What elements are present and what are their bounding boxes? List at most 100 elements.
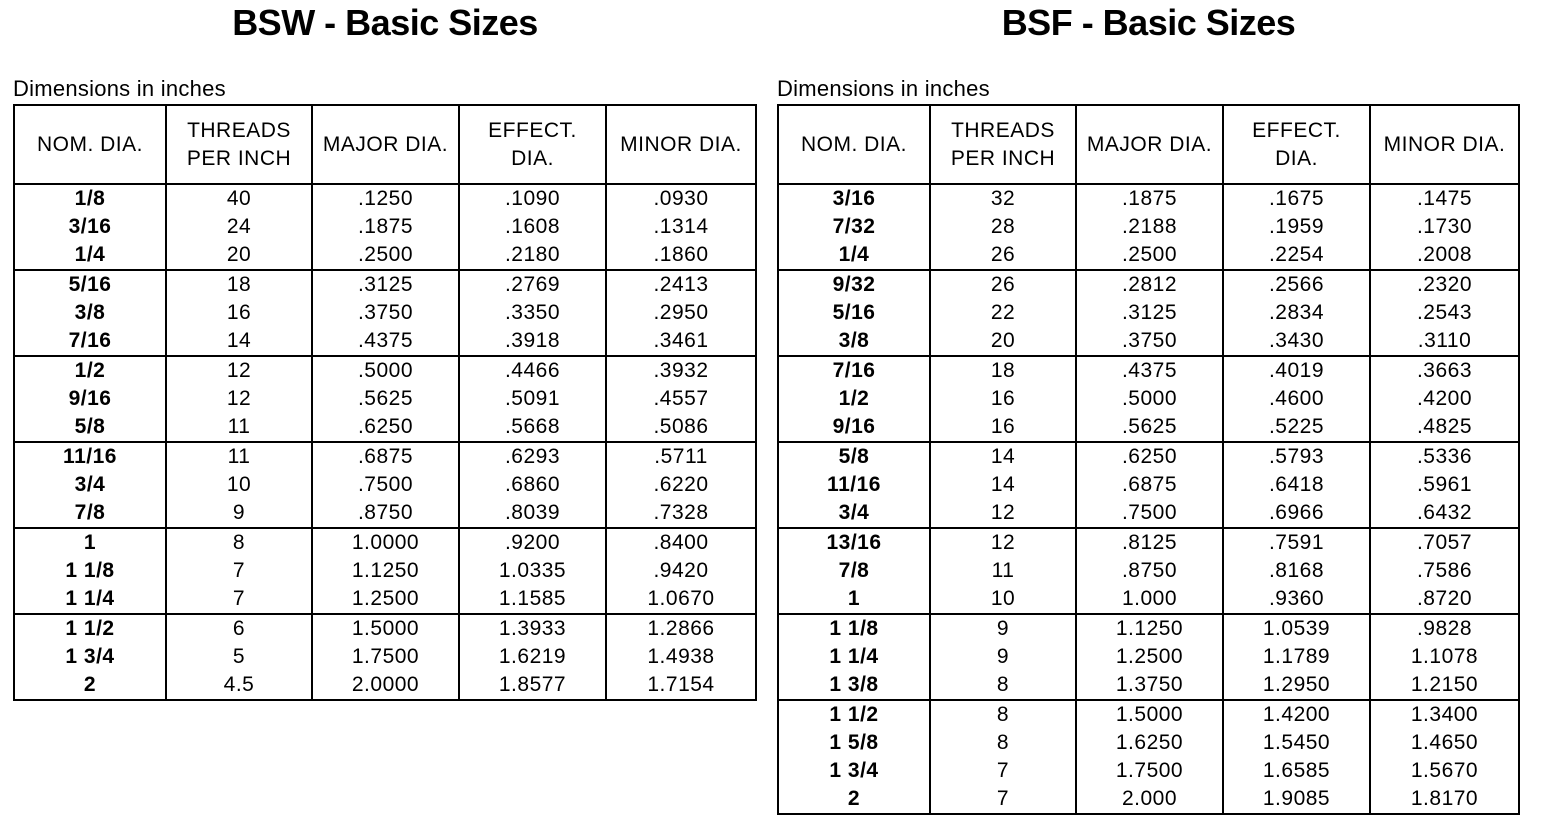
value-cell: 8 [165, 528, 312, 557]
value-cell: 1.4938 [605, 643, 756, 671]
value-cell: 1.5450 [1222, 729, 1370, 757]
value-cell: 12 [929, 499, 1076, 528]
nom-dia-cell: 1 1/8 [829, 617, 879, 640]
nom-dia-cell: 1 3/4 [829, 759, 879, 782]
value-cell: .6875 [1075, 471, 1223, 499]
value-cell: .8125 [1075, 528, 1223, 557]
value-cell: .1875 [1075, 184, 1223, 213]
value-cell: .8039 [458, 499, 606, 528]
value-cell: 7 [165, 557, 312, 585]
value-cell: 1.1789 [1222, 643, 1370, 671]
column-header: MINOR DIA. [1369, 105, 1519, 184]
value-cell: .5000 [311, 356, 459, 385]
table-row: 3/8 16.3750.3350.2950 [14, 299, 756, 327]
nom-dia-cell: 1 3/4 [65, 645, 115, 668]
nom-dia-cell: 3/8 [838, 329, 870, 352]
nom-dia-cell: 9/16 [68, 387, 112, 410]
value-cell: 1.4200 [1222, 700, 1370, 729]
value-cell: 12 [165, 385, 312, 413]
value-cell: 14 [165, 327, 312, 356]
nom-dia-cell: 1 1/4 [65, 587, 115, 610]
value-cell: .2008 [1369, 241, 1519, 270]
table-row: 1 3/4 5 1.7500 1.6219 1.4938 [14, 643, 756, 671]
value-cell: 1.8170 [1369, 785, 1519, 814]
table-row: 1 5/8 8 1.6250 1.5450 1.4650 [778, 729, 1519, 757]
value-cell: 9 [165, 499, 312, 528]
value-cell: .9200 [458, 528, 606, 557]
column-header: MAJOR DIA. [311, 105, 459, 184]
value-cell: 11 [165, 413, 312, 442]
nom-dia-cell: 13/16 [826, 531, 882, 554]
value-cell: .5625 [311, 385, 459, 413]
value-cell: .2500 [1075, 241, 1223, 270]
value-cell: .5668 [458, 413, 606, 442]
table-row: 13/16 12.8125.7591.7057 [778, 528, 1519, 557]
row-group: 5/8 14.6250.5793.5336 11/16 14.6875.6418.59… [778, 442, 1519, 528]
value-cell: .3750 [311, 299, 459, 327]
bsf-units-label: Dimensions in inches [777, 76, 990, 101]
table-row: 1 3/4 7 1.7500 1.6585 1.5670 [778, 757, 1519, 785]
nom-dia-cell: 7/8 [74, 501, 106, 524]
table-row: 7/8 9.8750.8039.7328 [14, 499, 756, 528]
row-group: 1/2 12.5000.4466.3932 9/16 12.5625.5091.455… [14, 356, 756, 442]
table-row: 5/8 11.6250.5668.5086 [14, 413, 756, 442]
nom-dia-cell: 1 1/4 [829, 645, 879, 668]
value-cell: .6418 [1222, 471, 1370, 499]
value-cell: .1959 [1222, 213, 1370, 241]
value-cell: 14 [929, 471, 1076, 499]
value-cell: .6860 [458, 471, 606, 499]
value-cell: .7057 [1369, 528, 1519, 557]
column-header: THREADS PER INCH [165, 105, 312, 184]
value-cell: 1.5000 [1075, 700, 1223, 729]
column-header: EFFECT. DIA. [458, 105, 606, 184]
value-cell: .7328 [605, 499, 756, 528]
value-cell: .1730 [1369, 213, 1519, 241]
value-cell: .8720 [1369, 585, 1519, 614]
nom-dia-cell: 1 [83, 531, 97, 554]
value-cell: .5336 [1369, 442, 1519, 471]
table-row: 2 4.5 2.0000 1.8577 1.7154 [14, 671, 756, 700]
value-cell: .4557 [605, 385, 756, 413]
column-header: EFFECT. DIA. [1222, 105, 1370, 184]
nom-dia-cell: 9/32 [832, 273, 876, 296]
value-cell: .6250 [311, 413, 459, 442]
nom-dia-cell: 2 [83, 673, 97, 696]
value-cell: 1.5670 [1369, 757, 1519, 785]
value-cell: .8168 [1222, 557, 1370, 585]
value-cell: .2950 [605, 299, 756, 327]
table-row: 3/16 24.1875.1608.1314 [14, 213, 756, 241]
table-row: 1 1/8 9 1.1250 1.0539.9828 [778, 614, 1519, 643]
value-cell: 12 [929, 528, 1076, 557]
value-cell: .5793 [1222, 442, 1370, 471]
value-cell: .8400 [605, 528, 756, 557]
nom-dia-cell: 1 [847, 587, 861, 610]
bsw-units-label: Dimensions in inches [13, 76, 226, 101]
value-cell: .4825 [1369, 413, 1519, 442]
value-cell: 1.2150 [1369, 671, 1519, 700]
value-cell: .4375 [311, 327, 459, 356]
table-row: 9/32 26.2812.2566.2320 [778, 270, 1519, 299]
value-cell: 1.7154 [605, 671, 756, 700]
value-cell: .5086 [605, 413, 756, 442]
table-row: 1 1/4 9 1.2500 1.1789 1.1078 [778, 643, 1519, 671]
value-cell: .7586 [1369, 557, 1519, 585]
value-cell: .1314 [605, 213, 756, 241]
value-cell: .2566 [1222, 270, 1370, 299]
nom-dia-cell: 1/4 [838, 243, 870, 266]
column-header: NOM. DIA. [36, 132, 143, 156]
value-cell: 1.7500 [1075, 757, 1223, 785]
value-cell: .5000 [1075, 385, 1223, 413]
bsw-table: NOM. DIA. THREADS PER INCH MAJOR DIA. EFFEC… [13, 104, 757, 701]
value-cell: 16 [929, 413, 1076, 442]
table-row: 11/16 11.6875.6293.5711 [14, 442, 756, 471]
nom-dia-cell: 11/16 [827, 473, 881, 496]
value-cell: 11 [929, 557, 1076, 585]
value-cell: 2.000 [1075, 785, 1223, 814]
value-cell: 12 [165, 356, 312, 385]
row-group: 1 1/2 6 1.5000 1.3933 1.2866 1 3/4 5 1.7500 1.62… [14, 614, 756, 700]
value-cell: 1.2500 [311, 585, 459, 614]
row-group: 1 8 1.0000.9200.8400 1 1/8 7 1.1250 1.0335.942… [14, 528, 756, 614]
table-row: 3/4 10.7500.6860.6220 [14, 471, 756, 499]
nom-dia-cell: 2 [847, 787, 861, 810]
row-group: 3/16 32.1875.1675.1475 7/32 28.2188.1959.17… [778, 184, 1519, 270]
